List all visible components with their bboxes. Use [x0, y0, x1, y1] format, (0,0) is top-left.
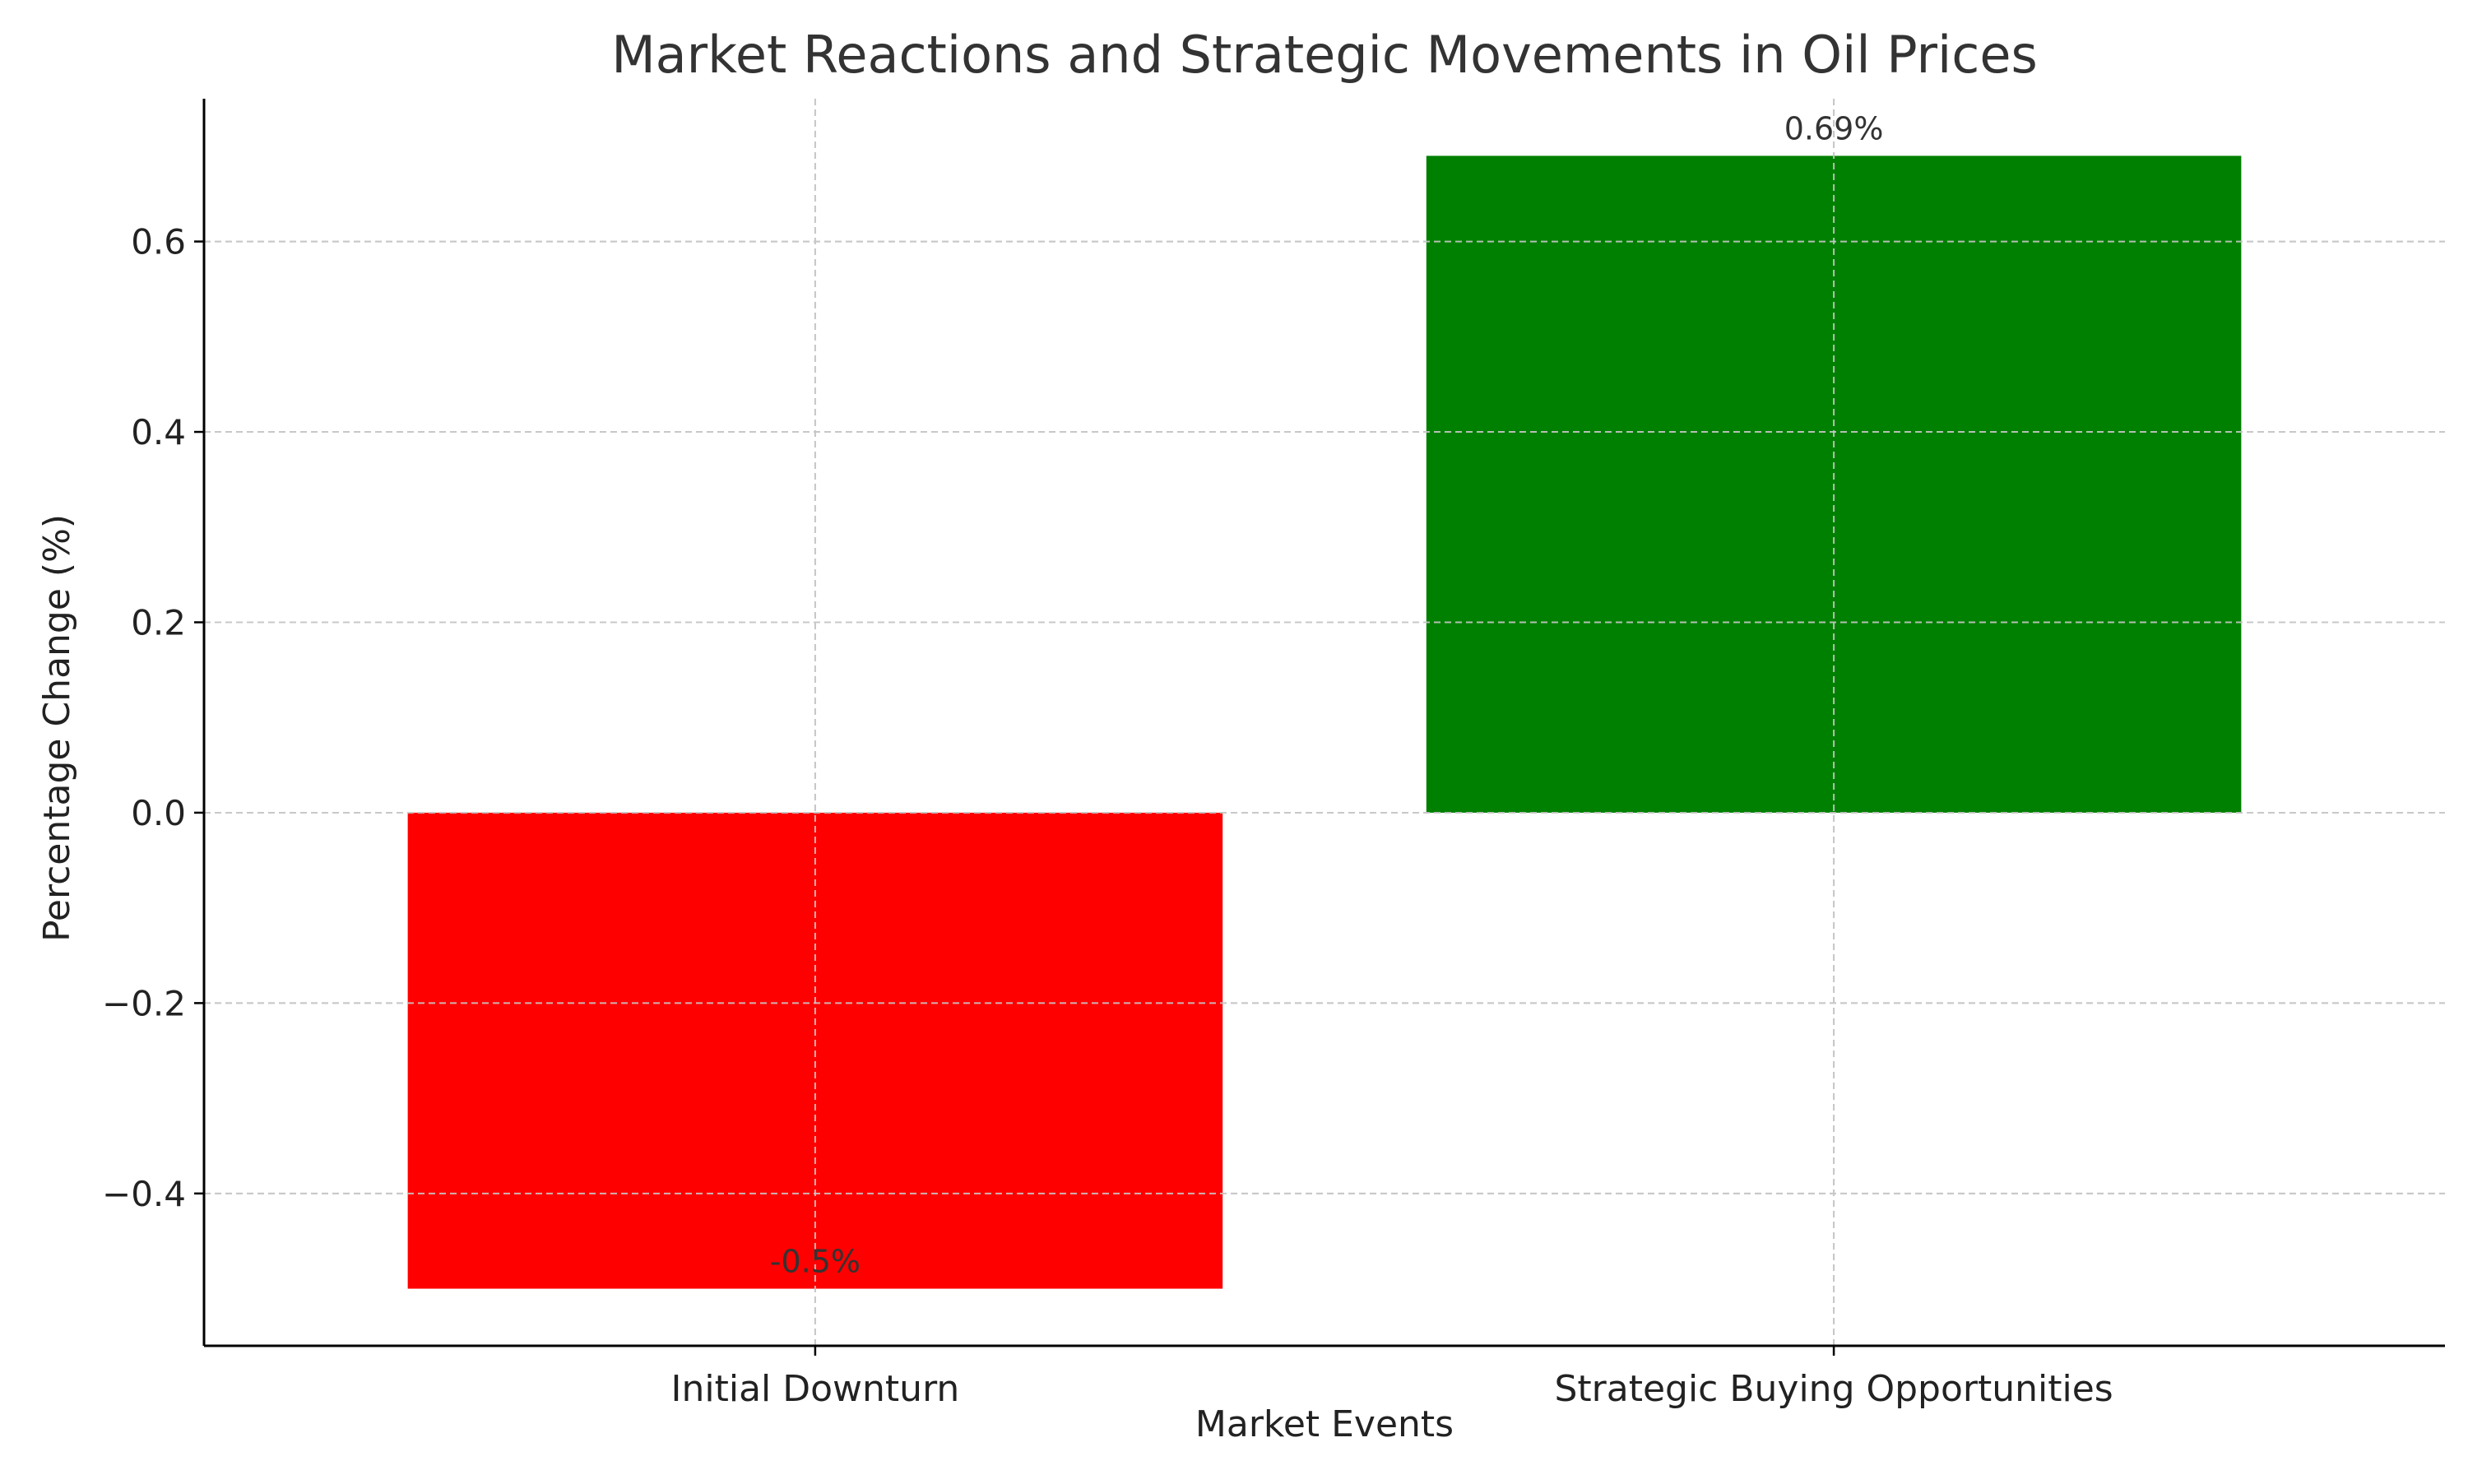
y-tick-label: 0.2	[131, 602, 186, 642]
x-tick-label: Strategic Buying Opportunities	[1554, 1368, 2113, 1410]
y-axis-label: Percentage Change (%)	[36, 514, 78, 942]
y-tick-label: 0.4	[131, 412, 186, 452]
y-tick-label: −0.2	[102, 983, 186, 1023]
labels-layer: −0.4 −0.2 0.0 0.2 0.4 0.6 -0.5% 0.69% Initial Do…	[102, 110, 2113, 1410]
y-tick-label: 0.6	[131, 222, 186, 262]
x-tick-label: Initial Downturn	[671, 1368, 960, 1410]
axes-layer	[194, 99, 2445, 1356]
y-tick-label: −0.4	[102, 1174, 186, 1214]
bars-layer	[204, 99, 2445, 1346]
chart-title: Market Reactions and Strategic Movements…	[611, 25, 2038, 85]
x-axis-label: Market Events	[1195, 1403, 1454, 1445]
data-label-1: 0.69%	[1784, 110, 1884, 146]
data-label-0: -0.5%	[770, 1244, 861, 1280]
y-tick-label: 0.0	[131, 793, 186, 833]
